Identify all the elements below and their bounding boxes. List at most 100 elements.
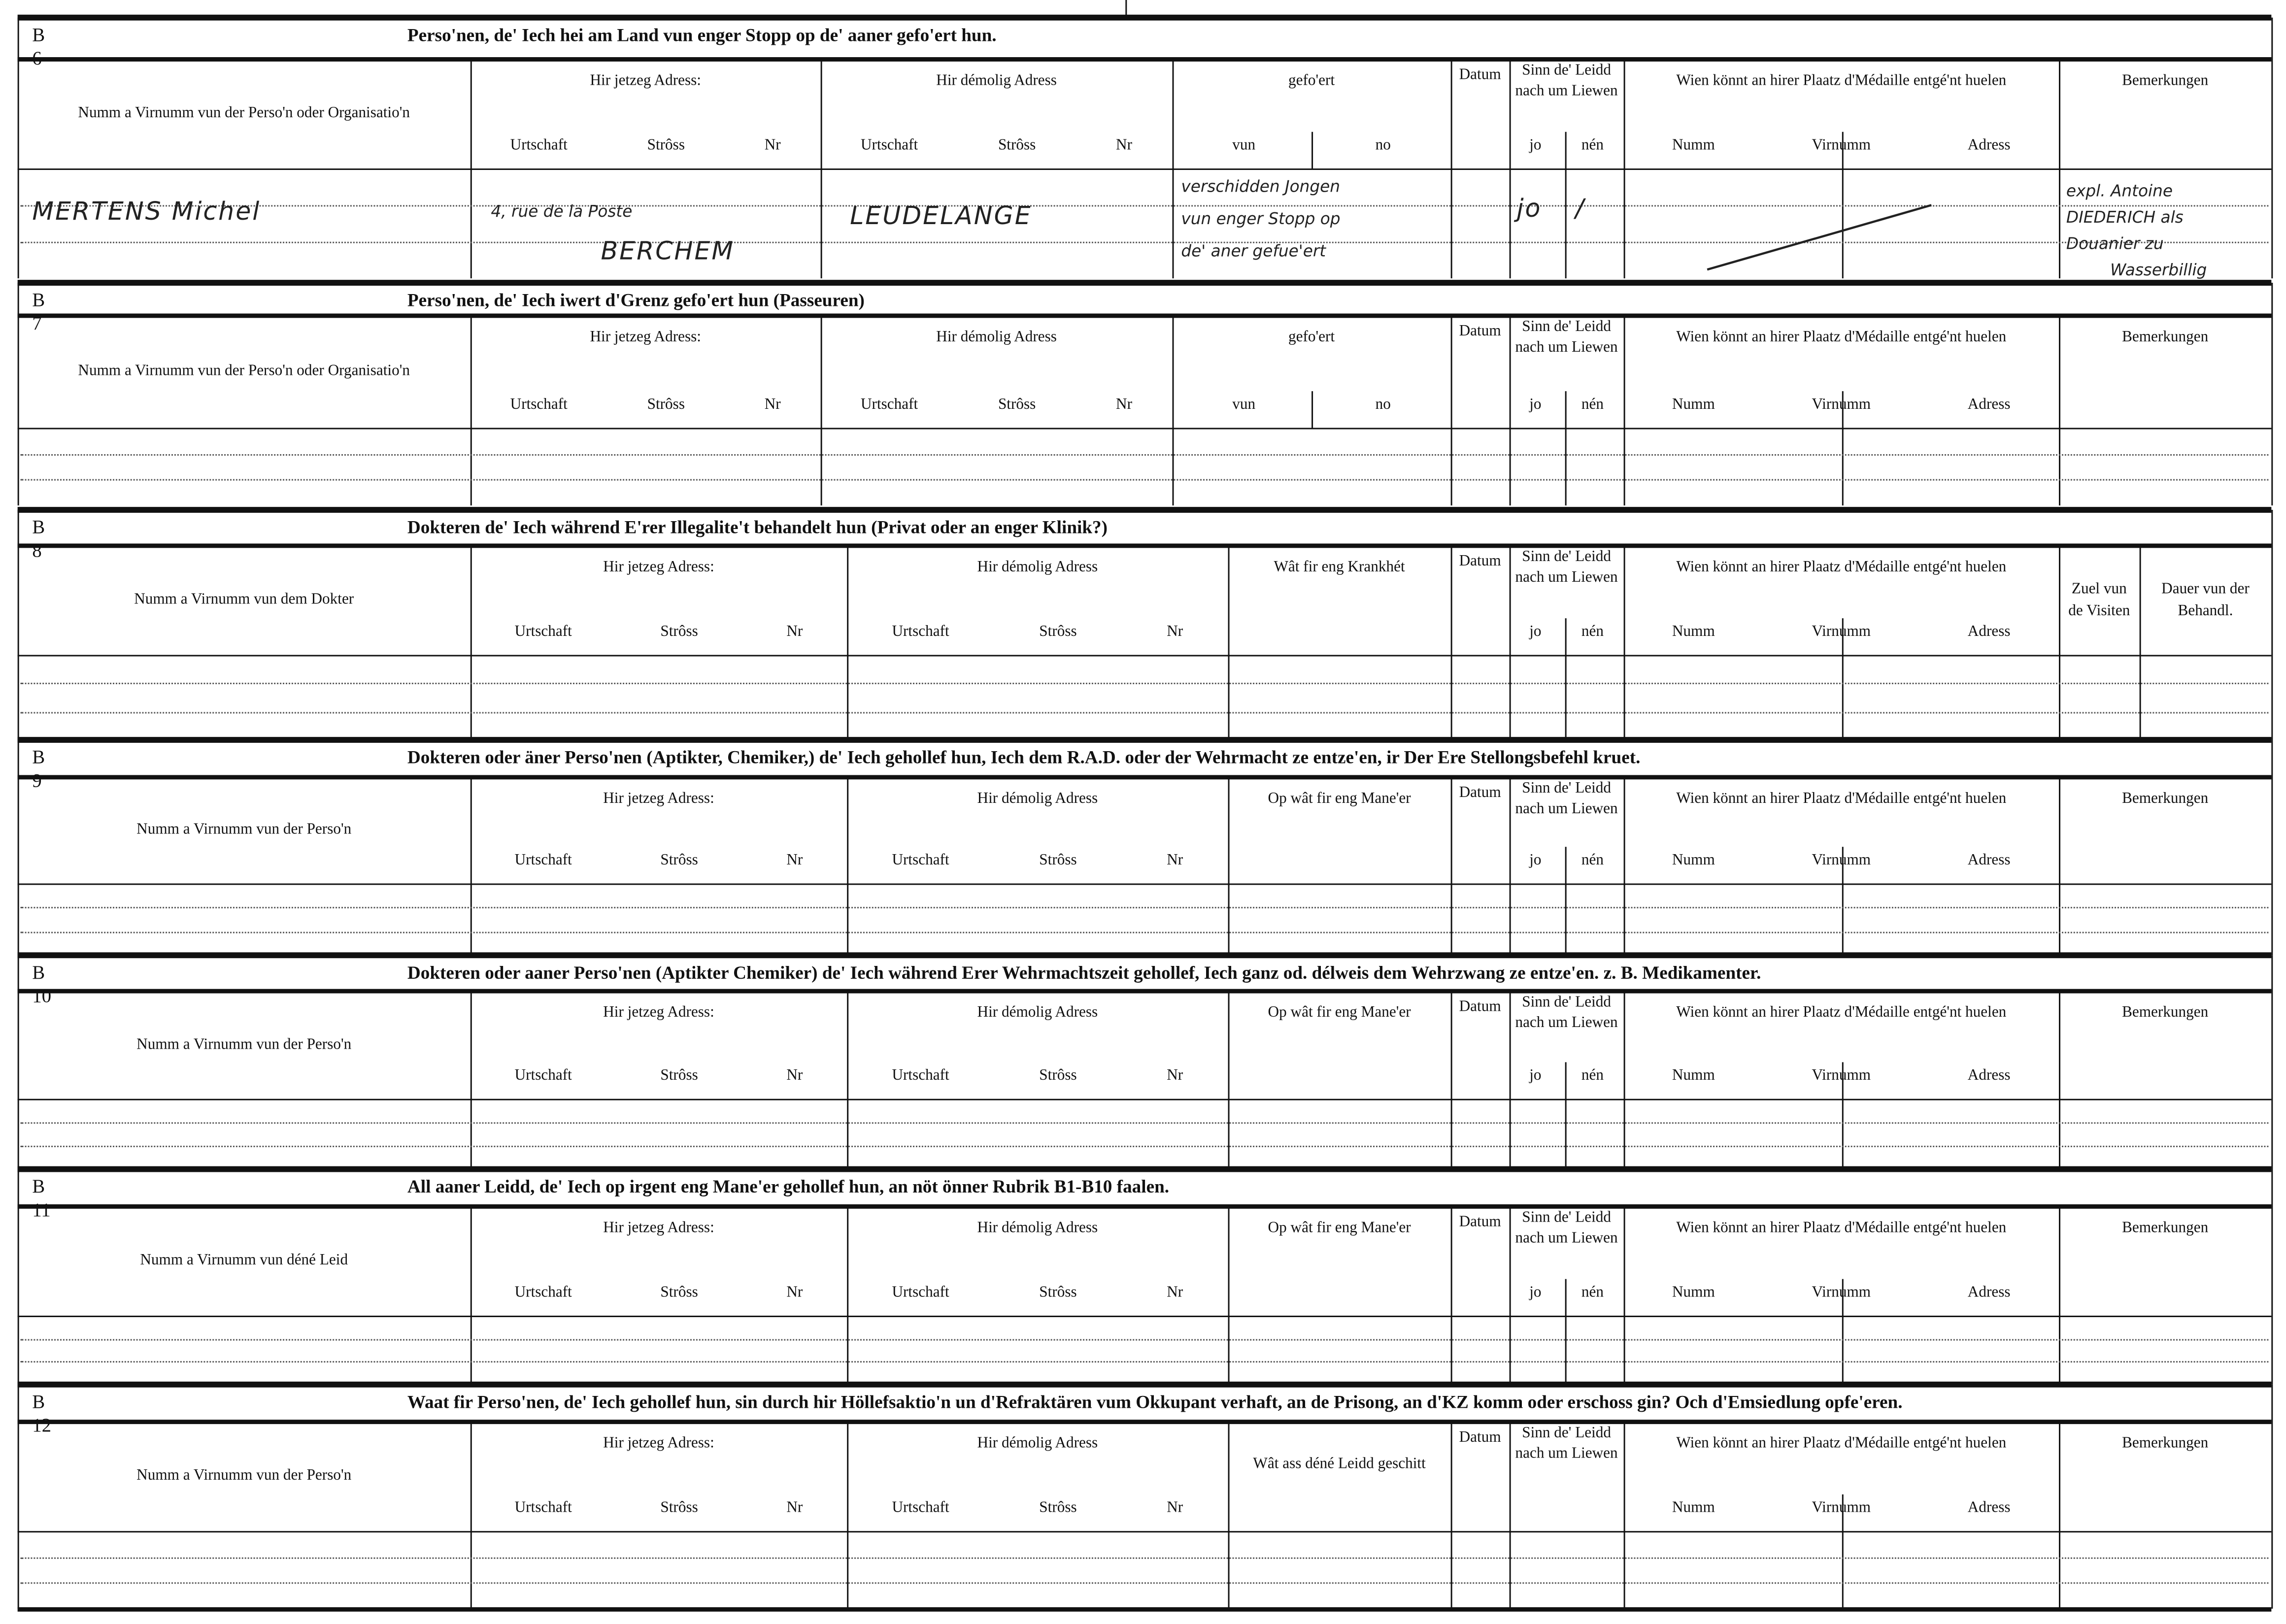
sub-label: Nr xyxy=(1167,1068,1183,1085)
entry-row[interactable] xyxy=(21,1340,2269,1360)
entry-row[interactable] xyxy=(21,455,2269,478)
entry-row[interactable] xyxy=(21,1317,2269,1337)
header-label: Hir jetzeg Adress: xyxy=(603,560,714,576)
entry-row[interactable] xyxy=(21,685,2269,710)
header-label: Bemerkungen xyxy=(2122,330,2209,346)
header-label: Datum xyxy=(1459,1430,1501,1446)
row-line xyxy=(20,711,2269,713)
entry-row[interactable] xyxy=(21,1584,2269,1607)
header-label: Wien könnt an hirer Plaatz d'Médaille en… xyxy=(1676,791,2007,807)
sub-label: Nr xyxy=(786,853,803,869)
entry-row[interactable] xyxy=(21,170,2269,203)
sub-label: Strôss xyxy=(647,397,685,413)
entry-row[interactable] xyxy=(21,429,2269,452)
header-label: Wât fir eng Krankhét xyxy=(1274,560,1405,576)
sub-label: Adress xyxy=(1967,397,2011,413)
sub-label: Urtschaft xyxy=(892,853,949,869)
entry-alive-jo: jo xyxy=(1516,195,1542,225)
header-label: Wien könnt an hirer Plaatz d'Médaille en… xyxy=(1676,73,2007,90)
header-remarks: Bemerkungen xyxy=(2059,1206,2271,1316)
sub-divider xyxy=(1565,1062,1567,1169)
column-line xyxy=(470,1205,472,1385)
header-label: Hir démolig Adress xyxy=(977,1220,1098,1237)
entry-gefoert-line: vun enger Stopp op xyxy=(1181,209,1341,229)
row-line xyxy=(20,1583,2269,1585)
header-current-address: Hir jetzeg Adress: Urtschaft Strôss Nr xyxy=(471,545,847,655)
entry-row[interactable] xyxy=(21,1124,2269,1144)
header-label: Bemerkungen xyxy=(2122,1005,2209,1022)
section-top-border xyxy=(17,1166,2272,1172)
header-label: Zuel vun de Visiten xyxy=(2068,581,2130,619)
sub-divider xyxy=(1311,132,1313,169)
header-label: Numm a Virnumm vun der Perso'n xyxy=(136,822,352,838)
section-id: B 10 xyxy=(32,961,52,1007)
sub-divider xyxy=(1842,1062,1844,1169)
sub-label: Urtschaft xyxy=(514,624,572,640)
sub-divider xyxy=(1565,1279,1567,1385)
sub-label: Strôss xyxy=(1039,624,1077,640)
row-line xyxy=(20,907,2269,909)
column-line xyxy=(1450,545,1453,740)
entry-row[interactable] xyxy=(21,713,2269,739)
sub-label: Urtschaft xyxy=(892,1500,949,1517)
sub-label: jo xyxy=(1529,853,1542,869)
header-medal-recipient: Wien könnt an hirer Plaatz d'Médaille en… xyxy=(1624,545,2059,655)
entry-row[interactable] xyxy=(21,885,2269,906)
entry-remark-line: Wasserbillig xyxy=(2110,261,2207,280)
sub-label: jo xyxy=(1529,1068,1542,1085)
header-former-address: Hir démolig Adress Urtschaft Strôss Nr xyxy=(847,991,1228,1099)
entry-row[interactable] xyxy=(21,657,2269,682)
header-medal-recipient: Wien könnt an hirer Plaatz d'Médaille en… xyxy=(1624,1421,2059,1531)
sub-label: Urtschaft xyxy=(892,1285,949,1301)
header-former-address: Hir démolig Adress Urtschaft Strôss Nr xyxy=(847,776,1228,883)
title-divider xyxy=(17,775,2272,779)
section-title: Perso'nen, de' Iech iwert d'Grenz gefo'e… xyxy=(407,290,865,311)
header-label: Sinn de' Leidd nach um Liewen xyxy=(1515,549,1618,586)
sub-label: Adress xyxy=(1967,1500,2011,1517)
entry-row[interactable] xyxy=(21,1558,2269,1582)
sub-labels: jo nén xyxy=(1510,624,1624,640)
entry-row[interactable] xyxy=(21,909,2269,930)
header-datum: Datum xyxy=(1451,1421,1510,1531)
sub-label: nén xyxy=(1581,137,1604,154)
sub-label: Strôss xyxy=(1039,853,1077,869)
header-label: Numm a Virnumm vun dem Dokter xyxy=(134,592,354,608)
sub-label: Strôss xyxy=(647,137,685,154)
sub-labels: Numm Virnumm Adress xyxy=(1624,1500,2059,1517)
sub-labels: vun no xyxy=(1173,397,1451,413)
sub-label: Numm xyxy=(1672,624,1715,640)
sub-labels: jo nén xyxy=(1510,853,1624,869)
sub-divider xyxy=(1842,1279,1844,1385)
sub-labels: Urtschaft Strôss Nr xyxy=(847,624,1228,640)
sub-label: Nr xyxy=(1116,137,1133,154)
entry-row[interactable] xyxy=(21,1147,2269,1168)
row-line xyxy=(20,1361,2269,1363)
column-line xyxy=(1172,58,1175,279)
sub-label: Urtschaft xyxy=(514,1068,572,1085)
column-line xyxy=(847,776,849,956)
column-line xyxy=(1450,1421,1453,1609)
section-top-border xyxy=(17,737,2272,742)
header-current-address: Hir jetzeg Adress: Urtschaft Strôss Nr xyxy=(471,1206,847,1316)
header-label: Hir démolig Adress xyxy=(936,330,1057,346)
header-label: Hir jetzeg Adress: xyxy=(603,791,714,807)
border-line xyxy=(2271,510,2274,740)
sub-labels: Urtschaft Strôss Nr xyxy=(471,853,847,869)
header-label: Hir jetzeg Adress: xyxy=(590,330,701,346)
section-id: B 9 xyxy=(32,745,45,792)
header-name: Numm a Virnumm vun dem Dokter xyxy=(18,545,471,655)
entry-row[interactable] xyxy=(21,1100,2269,1121)
entry-row[interactable] xyxy=(21,933,2269,954)
entry-row[interactable] xyxy=(21,206,2269,240)
sub-label: Adress xyxy=(1967,624,2011,640)
entry-row[interactable] xyxy=(21,1363,2269,1383)
header-label: Bemerkungen xyxy=(2122,1220,2209,1237)
entry-row[interactable] xyxy=(21,1532,2269,1556)
sub-label: nén xyxy=(1581,853,1604,869)
row-line xyxy=(20,454,2269,456)
sub-label: Nr xyxy=(1116,397,1133,413)
sub-label: Urtschaft xyxy=(514,853,572,869)
entry-row[interactable] xyxy=(21,481,2269,504)
entry-row[interactable] xyxy=(21,243,2269,277)
